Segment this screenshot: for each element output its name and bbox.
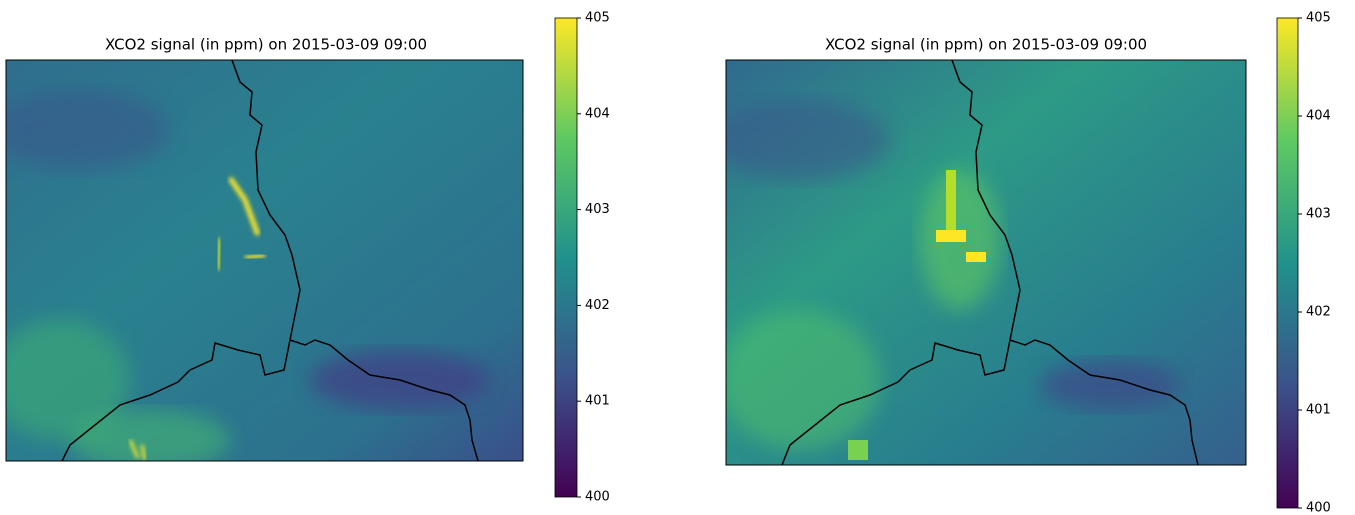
map-field [726, 60, 1246, 465]
colorbar-tick-label: 404 [585, 106, 610, 121]
colorbar [554, 17, 578, 498]
colorbar-tick-label: 402 [1306, 305, 1331, 320]
colorbar-tick-label: 404 [1306, 109, 1331, 124]
map-frame [5, 59, 524, 462]
colorbar-tick-label: 403 [1306, 207, 1331, 222]
colorbar-tick-label: 400 [1306, 501, 1331, 515]
map-field [6, 60, 523, 461]
colorbar-tick-label: 405 [1306, 11, 1331, 26]
chart-title: XCO2 signal (in ppm) on 2015-03-09 09:00 [105, 36, 427, 54]
colorbar-tick-label: 403 [585, 202, 610, 217]
colorbar [1276, 17, 1299, 509]
colorbar-tick-label: 405 [585, 11, 610, 26]
colorbar-tick-label: 402 [585, 298, 610, 313]
colorbar-tick-label: 401 [585, 394, 610, 409]
border-line [61, 59, 479, 462]
chart-title: XCO2 signal (in ppm) on 2015-03-09 09:00 [825, 36, 1147, 54]
map-frame [725, 59, 1247, 466]
border-line [781, 59, 1199, 466]
colorbar-tick-label: 400 [585, 490, 610, 505]
colorbar-tick-label: 401 [1306, 403, 1331, 418]
